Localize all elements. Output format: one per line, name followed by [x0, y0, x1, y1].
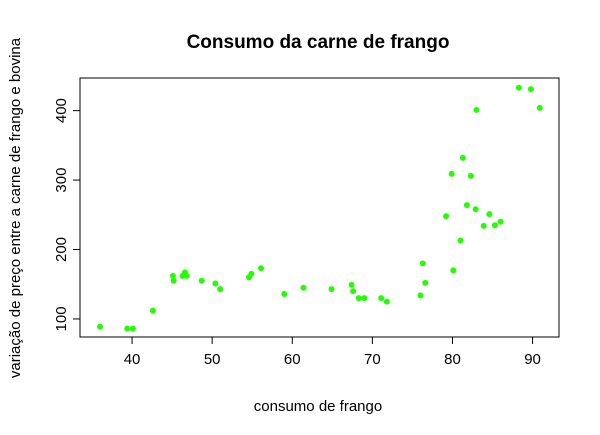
data-point [361, 295, 368, 302]
data-point [473, 106, 480, 113]
data-point [258, 265, 265, 272]
data-point [124, 325, 131, 332]
data-point [217, 286, 224, 293]
y-axis: 100 200 300 400 [53, 98, 81, 331]
data-point [419, 260, 426, 267]
data-point [497, 218, 504, 225]
chart-title: Consumo da carne de frango [187, 32, 450, 53]
data-point [463, 202, 470, 209]
data-point [378, 295, 385, 302]
data-point [355, 295, 362, 302]
data-point [536, 104, 543, 111]
data-point [328, 286, 335, 293]
y-tick-label: 100 [53, 306, 70, 331]
data-point [486, 211, 493, 218]
data-point [149, 307, 156, 314]
data-point [129, 325, 136, 332]
data-points [97, 84, 543, 332]
data-point [515, 84, 522, 91]
data-point [450, 267, 457, 274]
data-point [198, 277, 205, 284]
x-axis: 40 50 60 70 80 90 [124, 336, 541, 368]
plot-frame [79, 77, 560, 338]
x-tick-label: 90 [524, 351, 541, 368]
x-tick-label: 80 [444, 351, 461, 368]
data-point [300, 284, 307, 291]
data-point [169, 272, 176, 279]
data-point [248, 270, 255, 277]
data-point [448, 170, 455, 177]
data-point [183, 272, 190, 279]
data-point [443, 213, 450, 220]
x-axis-label: consumo de frango [254, 398, 382, 415]
data-point [457, 237, 464, 244]
data-point [480, 222, 487, 229]
data-point [422, 279, 429, 286]
x-tick-label: 40 [124, 351, 141, 368]
y-tick-label: 200 [53, 237, 70, 262]
data-point [491, 222, 498, 229]
y-axis-label: variação de preço entre a carne de frang… [7, 37, 24, 378]
data-point [459, 154, 466, 161]
y-tick-label: 300 [53, 168, 70, 193]
data-point [97, 323, 104, 330]
y-tick-label: 400 [53, 98, 70, 123]
data-point [212, 280, 219, 287]
x-tick-label: 60 [284, 351, 301, 368]
data-point [467, 172, 474, 179]
data-point [348, 281, 355, 288]
data-point [350, 288, 357, 295]
x-tick-label: 70 [364, 351, 381, 368]
data-point [170, 277, 177, 284]
data-point [281, 290, 288, 297]
data-point [383, 298, 390, 305]
x-tick-label: 50 [204, 351, 221, 368]
data-point [472, 206, 479, 213]
data-point [527, 86, 534, 93]
data-point [417, 292, 424, 299]
